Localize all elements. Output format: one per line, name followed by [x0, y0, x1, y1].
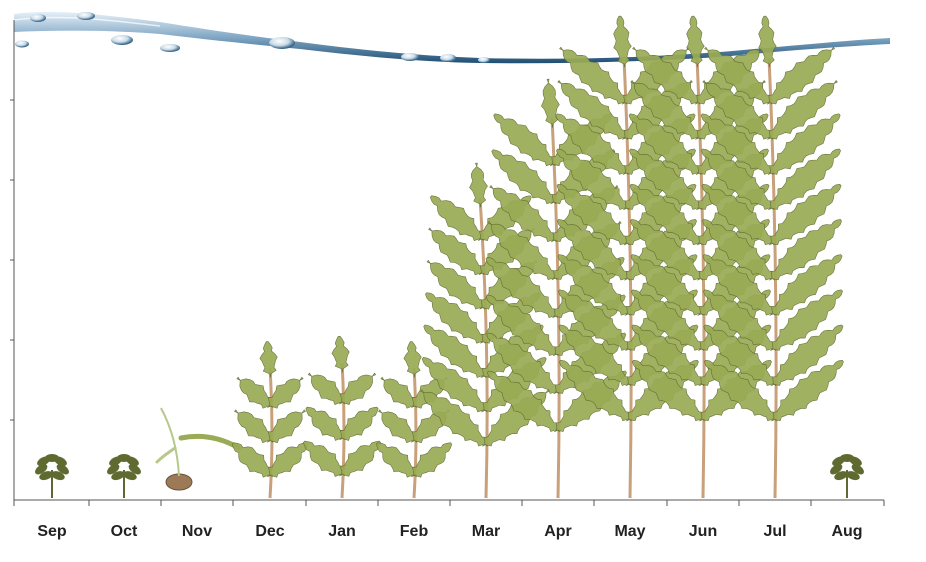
plant-icon [303, 335, 381, 499]
turion-icon [35, 454, 69, 498]
month-label-jan: Jan [328, 523, 356, 540]
sprout-icon [155, 407, 242, 491]
month-label-apr: Apr [544, 523, 572, 540]
x-axis-ticks [13, 500, 885, 506]
plant-stages [35, 15, 864, 499]
turion-icon [830, 454, 864, 498]
month-label-nov: Nov [182, 523, 212, 540]
water-drop-icon [15, 12, 490, 63]
month-label-oct: Oct [111, 523, 138, 540]
month-label-jun: Jun [689, 523, 717, 540]
plant-icon [231, 341, 309, 499]
plant-icon [375, 341, 453, 499]
month-label-aug: Aug [831, 523, 862, 540]
month-label-jul: Jul [763, 523, 786, 540]
month-labels: Sep Oct Nov Dec Jan Feb Mar Apr May Jun Jul Aug [37, 523, 862, 540]
month-label-may: May [614, 523, 645, 540]
turion-icon [107, 454, 141, 498]
month-label-dec: Dec [255, 523, 284, 540]
month-label-feb: Feb [400, 523, 429, 540]
plant-icon [700, 15, 844, 499]
month-label-sep: Sep [37, 523, 67, 540]
month-label-mar: Mar [472, 523, 500, 540]
